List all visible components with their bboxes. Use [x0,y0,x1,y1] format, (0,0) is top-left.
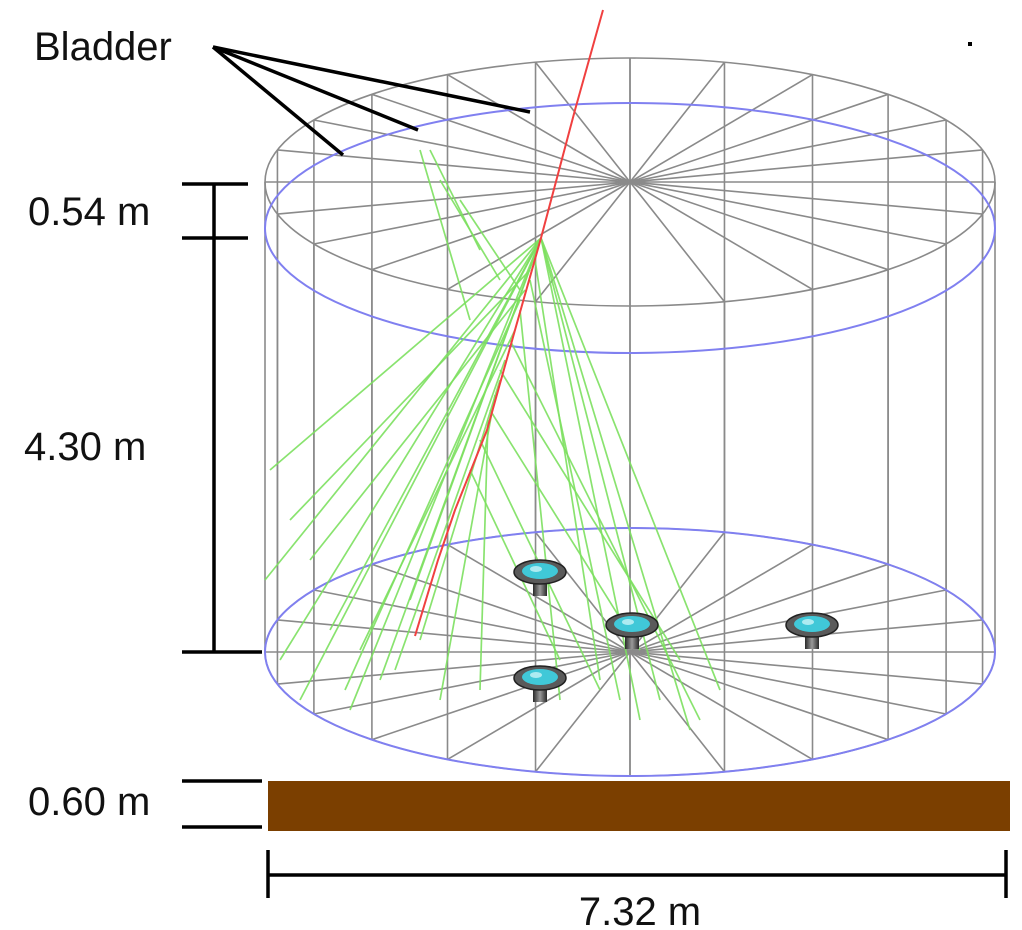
dim-diameter-label: 7.32 m [579,890,701,930]
light-ray [419,379,501,641]
light-ray [540,237,641,721]
light-ray [329,237,542,631]
pmt-icon [513,665,567,702]
top-spoke [313,119,631,183]
top-spoke [277,149,631,183]
top-spoke [534,61,631,183]
light-ray [279,237,542,661]
light-ray [269,237,542,471]
bottom-spoke [629,651,726,773]
dim-diameter [266,850,1008,898]
bottom-spoke [371,563,631,653]
top-spoke [629,73,813,183]
bottom-spoke [447,543,631,653]
pmt-icon [785,612,839,649]
light-ray [509,339,701,721]
top-spoke [371,93,631,183]
bottom-spoke [277,619,631,653]
bladder-pointer-1 [212,45,531,114]
light-ray [534,259,601,681]
light-ray [264,237,542,581]
top-spoke [629,93,889,183]
top-spoke [447,73,631,183]
dim-base-thickness-label: 0.60 m [28,780,150,824]
light-ray [394,359,506,671]
light-ray [359,329,516,651]
light-ray [540,237,691,731]
light-ray [489,409,641,651]
dim-base-thickness [182,779,262,829]
light-ray [499,369,681,661]
light-ray [299,237,542,701]
cherenkov-light-rays [264,149,721,731]
tank-wireframe [264,57,996,777]
light-ray [419,149,471,321]
bottom-spoke [629,651,983,685]
top-spoke [629,181,983,215]
top-spoke [313,181,631,245]
light-ray [439,179,501,281]
bladder-pointer-3 [211,45,345,157]
top-spoke [629,181,726,303]
dim-water-height [182,238,262,654]
top-spoke [629,181,813,291]
light-ray [289,269,531,521]
pmt-icon [513,559,567,596]
bottom-spoke [629,563,889,653]
top-spoke [629,149,983,183]
pmt-group [513,559,839,702]
dim-water-height-label: 4.30 m [24,425,146,469]
bottom-spoke [629,651,947,715]
light-ray [439,394,496,701]
light-ray [459,199,521,291]
top-spoke [629,181,947,245]
light-ray [519,309,561,701]
light-ray [469,469,561,661]
dim-top-gap [182,182,248,240]
light-ray [309,289,526,561]
bladder-ring-bottom [264,527,996,777]
top-spoke [447,181,631,291]
light-ray [344,299,521,691]
top-spoke [629,119,947,183]
top-spoke [629,61,726,183]
bottom-spoke [629,651,813,761]
base-slab [268,781,1010,831]
bladder-ring-top [264,102,996,354]
bottom-spoke [313,589,631,653]
pmt-icon [605,612,659,649]
light-ray [479,419,489,691]
bottom-spoke [447,651,631,761]
bottom-spoke [277,651,631,685]
bladder-label: Bladder [34,25,172,69]
bottom-spoke [371,651,631,741]
dim-top-gap-label: 0.54 m [28,190,150,234]
dot-mark [968,42,972,46]
light-ray [540,237,721,691]
bottom-spoke [313,651,631,715]
top-spoke [371,181,631,271]
bladder-pointer-2 [212,45,419,132]
top-spoke [534,181,631,303]
top-spoke [629,181,889,271]
muon-track [414,9,604,637]
